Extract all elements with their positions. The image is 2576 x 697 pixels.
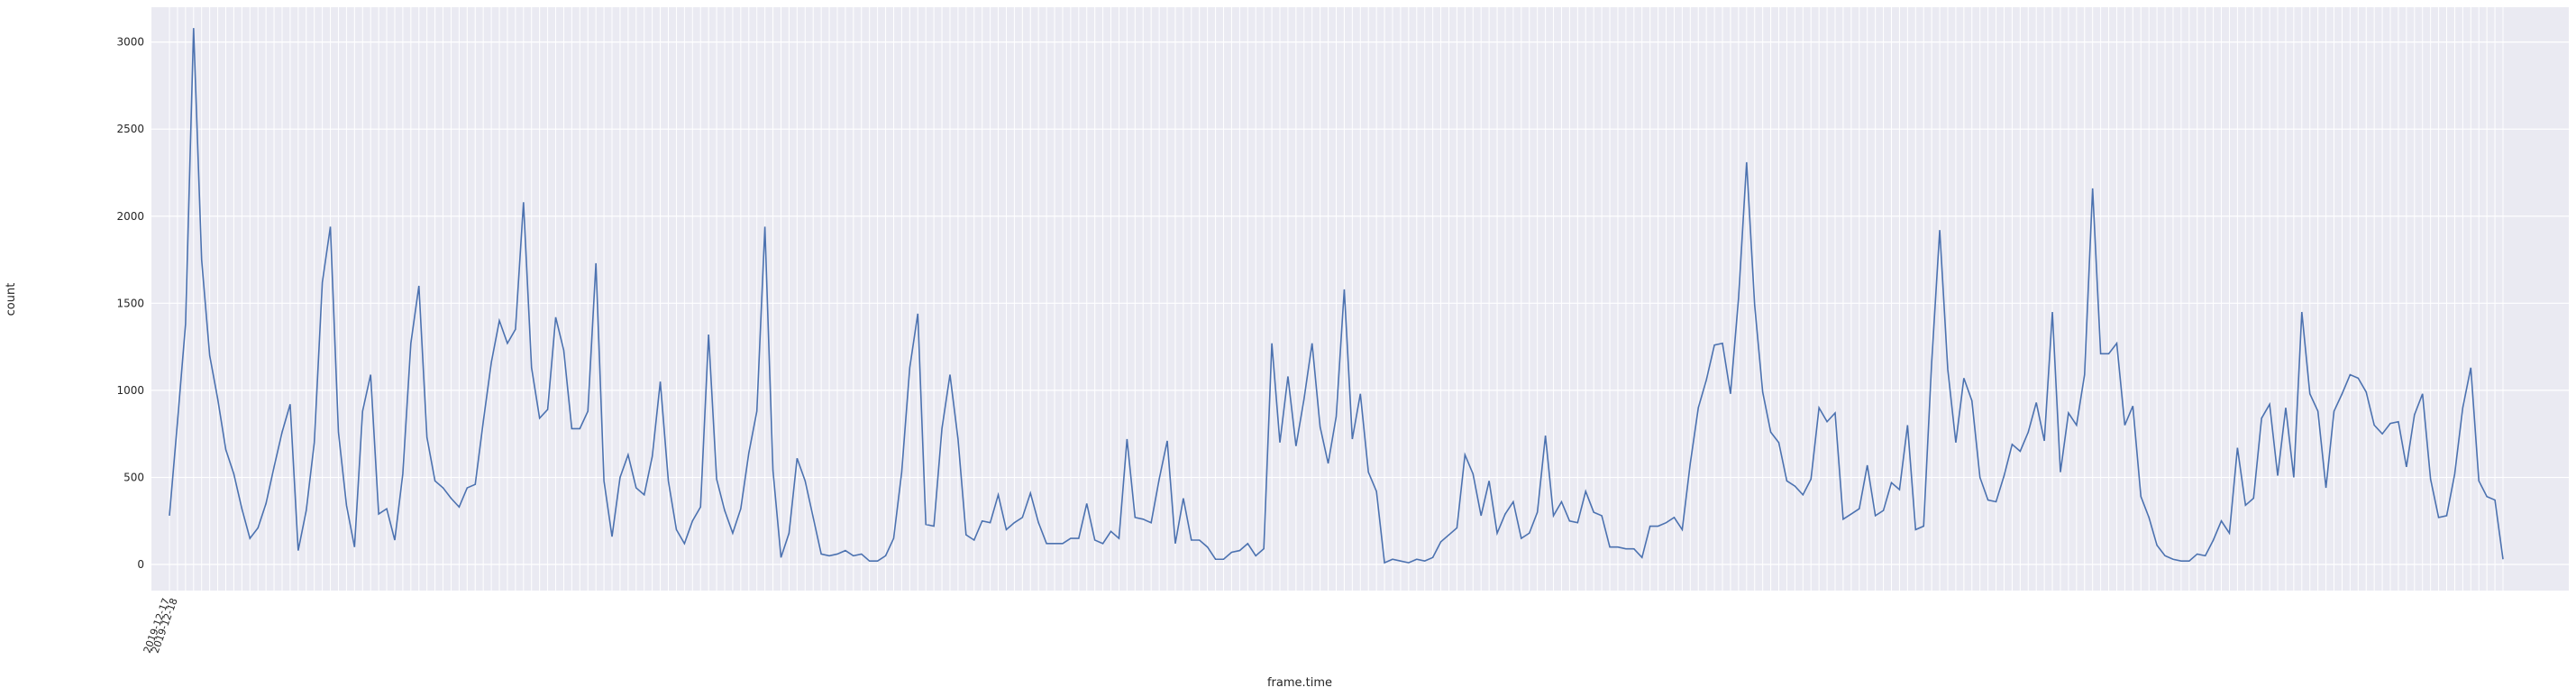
y-axis-title: count [5,283,18,316]
x-axis-title: frame.time [1267,676,1332,690]
y-tick-label: 3000 [116,36,144,49]
y-tick-label: 2000 [116,210,144,223]
series-line [169,28,2504,564]
y-tick-label: 1500 [116,297,144,309]
y-ticks: 0 500 1000 1500 2000 2500 3000 [116,36,144,571]
y-tick-label: 500 [123,471,144,483]
gridlines [151,7,2569,591]
y-tick-label: 2500 [116,123,144,135]
y-tick-label: 1000 [116,384,144,397]
y-tick-label: 0 [137,558,144,571]
